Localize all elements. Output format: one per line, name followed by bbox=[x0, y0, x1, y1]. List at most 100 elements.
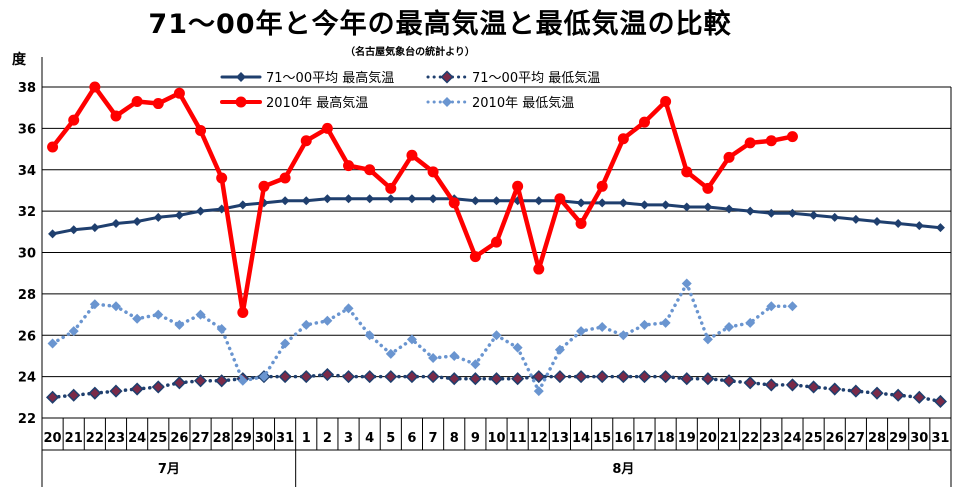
data-point bbox=[512, 180, 524, 192]
data-point bbox=[532, 370, 546, 384]
data-point bbox=[299, 370, 313, 384]
data-point bbox=[766, 208, 776, 218]
legend-item: 2010年 最高気温 bbox=[220, 95, 368, 111]
y-tick-labels: 22 24 26 28 30 32 34 36 38 bbox=[18, 81, 36, 427]
legend-marker bbox=[236, 72, 246, 82]
data-point bbox=[109, 384, 123, 398]
data-point bbox=[406, 334, 417, 345]
legend: 71～00平均 最高気温 71～00平均 最低気温 2010年 最高気温 2010年 … bbox=[220, 70, 600, 111]
x-tick-label: 30 bbox=[255, 431, 273, 446]
data-point bbox=[258, 371, 269, 382]
data-point bbox=[534, 196, 544, 206]
x-tick-label: 11 bbox=[509, 431, 527, 446]
data-point bbox=[616, 370, 630, 384]
data-point bbox=[216, 324, 227, 335]
legend-label: 2010年 最高気温 bbox=[266, 95, 368, 111]
data-point bbox=[174, 210, 184, 220]
x-tick-label: 24 bbox=[128, 431, 146, 446]
y-axis-label: 度 bbox=[12, 51, 27, 68]
data-point bbox=[344, 194, 354, 204]
data-point bbox=[512, 342, 523, 353]
y-tick-label: 28 bbox=[18, 288, 36, 303]
data-point bbox=[322, 315, 333, 326]
data-point bbox=[237, 306, 249, 318]
x-tick-label: 29 bbox=[889, 431, 907, 446]
legend-marker bbox=[235, 96, 247, 108]
data-point bbox=[68, 114, 80, 126]
legend-label: 71～00平均 最高気温 bbox=[266, 70, 394, 86]
y-tick-label: 34 bbox=[18, 164, 36, 179]
x-tick-label: 13 bbox=[551, 431, 569, 446]
month-label: 8月 bbox=[612, 462, 634, 477]
x-tick-label: 22 bbox=[86, 431, 104, 446]
x-tick-label: 15 bbox=[593, 431, 611, 446]
data-point bbox=[47, 141, 59, 153]
x-tick-label: 27 bbox=[191, 431, 209, 446]
data-point bbox=[830, 212, 840, 222]
series-2 bbox=[47, 81, 798, 318]
data-point bbox=[638, 116, 650, 128]
data-point bbox=[660, 95, 672, 107]
data-point bbox=[533, 386, 544, 397]
data-point bbox=[301, 319, 312, 330]
data-point bbox=[639, 200, 649, 210]
data-point bbox=[702, 182, 714, 194]
data-point bbox=[575, 218, 587, 230]
data-point bbox=[363, 370, 377, 384]
x-tick-label: 12 bbox=[530, 431, 548, 446]
data-point bbox=[660, 317, 671, 328]
data-point bbox=[193, 374, 208, 388]
data-point bbox=[554, 193, 566, 205]
data-point bbox=[722, 374, 736, 388]
data-point bbox=[111, 219, 121, 229]
data-point bbox=[237, 375, 248, 386]
data-point bbox=[67, 388, 81, 402]
data-point bbox=[597, 198, 607, 208]
data-point bbox=[743, 376, 757, 390]
legend-item: 71～00平均 最低気温 bbox=[426, 70, 600, 86]
data-point bbox=[153, 309, 164, 320]
data-point bbox=[426, 370, 440, 384]
x-tick-label: 17 bbox=[635, 431, 653, 446]
x-tick-label: 29 bbox=[234, 431, 252, 446]
data-point bbox=[89, 81, 101, 93]
data-point bbox=[891, 388, 905, 402]
y-tick-label: 30 bbox=[18, 247, 36, 262]
data-point bbox=[893, 219, 903, 229]
data-point bbox=[681, 166, 693, 178]
data-point bbox=[172, 376, 186, 390]
data-point bbox=[786, 131, 798, 143]
data-point bbox=[617, 133, 629, 145]
data-point bbox=[280, 338, 291, 349]
data-point bbox=[301, 196, 311, 206]
data-point bbox=[217, 204, 227, 214]
data-point bbox=[681, 278, 692, 289]
data-point bbox=[131, 95, 143, 107]
x-tick-label: 18 bbox=[657, 431, 675, 446]
x-tick-label: 26 bbox=[826, 431, 844, 446]
data-point bbox=[661, 200, 671, 210]
data-point bbox=[320, 367, 334, 382]
data-point bbox=[153, 212, 163, 222]
data-point bbox=[278, 370, 292, 384]
data-point bbox=[448, 197, 460, 209]
data-point bbox=[659, 370, 673, 384]
data-point bbox=[766, 301, 777, 312]
data-point bbox=[46, 390, 60, 404]
data-point bbox=[596, 180, 608, 192]
x-tick-label: 5 bbox=[386, 431, 395, 446]
data-point bbox=[173, 87, 185, 99]
data-point bbox=[554, 344, 565, 355]
data-point bbox=[90, 223, 100, 233]
series-0 bbox=[48, 194, 945, 239]
x-tick-label: 4 bbox=[365, 431, 374, 446]
data-point bbox=[470, 359, 481, 370]
x-tick-label: 7 bbox=[429, 431, 438, 446]
x-tick-label: 31 bbox=[931, 431, 949, 446]
x-tick-label: 9 bbox=[471, 431, 480, 446]
data-point bbox=[48, 229, 58, 239]
data-point bbox=[47, 338, 58, 349]
data-point bbox=[745, 317, 756, 328]
data-point bbox=[574, 370, 588, 384]
